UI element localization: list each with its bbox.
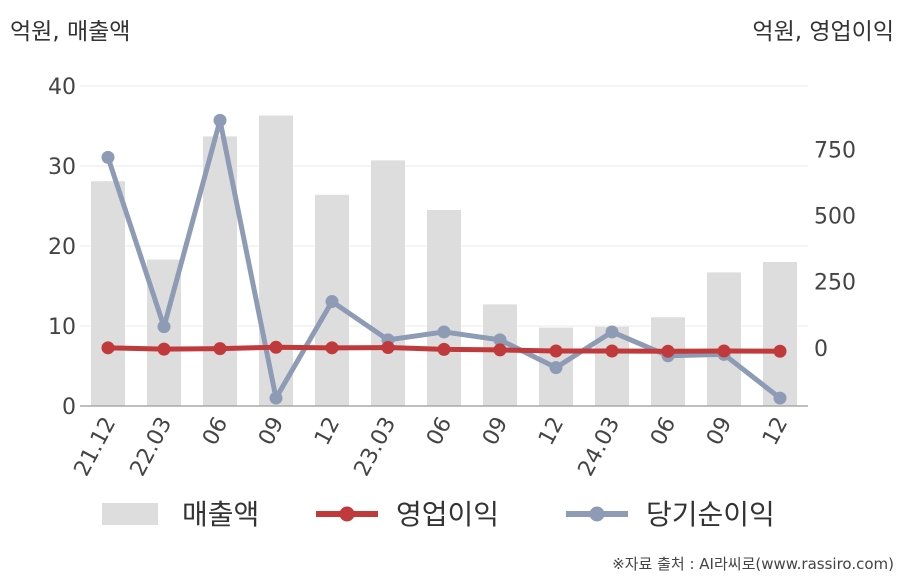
bar-매출액: [707, 272, 741, 406]
right-tick-label: 250: [814, 271, 856, 296]
point-당기순이익: [101, 150, 115, 164]
point-영업이익: [269, 340, 283, 354]
point-당기순이익: [437, 325, 451, 339]
x-tick-label: 12: [310, 413, 345, 449]
x-tick-label: 09: [254, 413, 289, 449]
right-tick-label: 0: [814, 337, 828, 362]
legend-label: 영업이익: [396, 498, 499, 531]
left-tick-label: 30: [48, 155, 76, 180]
bar-매출액: [91, 181, 125, 406]
left-axis-unit: 억원, 매출액: [10, 19, 131, 45]
x-tick-label: 12: [534, 413, 569, 449]
point-영업이익: [213, 342, 227, 356]
point-당기순이익: [773, 391, 787, 405]
bar-매출액: [763, 262, 797, 406]
right-tick-label: 500: [814, 205, 856, 230]
x-tick-label: 24.03: [574, 413, 626, 480]
legend-label: 매출액: [182, 498, 259, 531]
right-tick-label: 750: [814, 138, 856, 163]
point-당기순이익: [605, 325, 619, 339]
x-tick-label: 21.12: [70, 413, 122, 480]
x-tick-label: 06: [198, 413, 233, 449]
left-tick-label: 40: [48, 75, 76, 100]
x-tick-label: 06: [422, 413, 457, 449]
legend-marker-당기순이익: [589, 506, 605, 522]
x-tick-label: 23.03: [350, 413, 402, 480]
point-영업이익: [101, 341, 115, 355]
point-영업이익: [157, 342, 171, 356]
right-axis-unit: 억원, 영업이익: [752, 19, 894, 45]
x-tick-label: 06: [646, 413, 681, 449]
point-당기순이익: [157, 320, 171, 334]
point-영업이익: [381, 341, 395, 355]
source-note: ※자료 출처 : AI라씨로(www.rassiro.com): [612, 555, 894, 573]
x-tick-label: 09: [478, 413, 513, 449]
point-당기순이익: [493, 333, 507, 347]
point-당기순이익: [269, 391, 283, 405]
left-tick-label: 10: [48, 315, 76, 340]
bar-매출액: [427, 210, 461, 406]
point-영업이익: [437, 342, 451, 356]
point-당기순이익: [549, 361, 563, 375]
left-tick-label: 0: [62, 395, 76, 420]
x-tick-label: 22.03: [126, 413, 178, 480]
point-영업이익: [605, 344, 619, 358]
legend-marker-영업이익: [339, 506, 355, 522]
x-tick-label: 12: [758, 413, 793, 449]
point-당기순이익: [213, 113, 227, 127]
left-tick-label: 20: [48, 235, 76, 260]
point-영업이익: [717, 344, 731, 358]
bar-매출액: [371, 160, 405, 406]
point-영업이익: [661, 344, 675, 358]
point-영업이익: [325, 341, 339, 355]
point-영업이익: [549, 344, 563, 358]
point-영업이익: [493, 343, 507, 357]
point-당기순이익: [325, 295, 339, 309]
point-영업이익: [773, 344, 787, 358]
bar-매출액: [259, 115, 293, 406]
x-tick-label: 09: [702, 413, 737, 449]
legend-label: 당기순이익: [646, 498, 775, 531]
legend-swatch-매출액: [102, 503, 158, 525]
